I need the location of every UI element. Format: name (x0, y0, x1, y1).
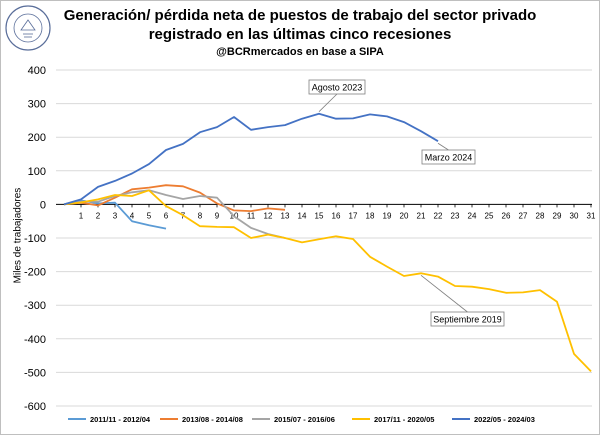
chart-source: @BCRmercados en base a SIPA (216, 46, 384, 58)
x-tick-label: 18 (366, 211, 375, 220)
annotation-label: Agosto 2023 (312, 83, 363, 93)
annotation-label: Septiembre 2019 (433, 315, 502, 325)
y-tick-label: -500 (24, 367, 46, 379)
series-line-1 (63, 199, 167, 230)
x-tick-label: 25 (485, 211, 494, 220)
annotation-leader (420, 274, 468, 313)
x-tick-label: 5 (147, 211, 152, 220)
x-tick-label: 15 (315, 211, 324, 220)
annotation-label: Marzo 2024 (425, 153, 473, 163)
x-tick-label: 4 (130, 211, 135, 220)
x-tick-label: 17 (349, 211, 358, 220)
x-tick-label: 14 (298, 211, 307, 220)
annotation-box (308, 79, 366, 95)
x-tick-label: 8 (198, 211, 203, 220)
x-tick-label: 21 (417, 211, 426, 220)
x-tick-label: 31 (587, 211, 596, 220)
y-tick-label: -200 (24, 267, 46, 279)
y-tick-label: 400 (28, 65, 46, 77)
legend-label: 2015/07 - 2016/06 (274, 415, 335, 424)
y-tick-label: -100 (24, 233, 46, 245)
x-tick-label: 11 (247, 211, 256, 220)
chart-subtitle: registrado en las últimas cinco recesion… (148, 26, 452, 43)
x-tick-label: 29 (553, 211, 562, 220)
y-tick-label: 0 (40, 199, 46, 211)
legend-label: 2022/05 - 2024/03 (474, 415, 535, 424)
y-tick-label: 100 (28, 166, 46, 178)
x-tick-label: 26 (502, 211, 511, 220)
chart-title: Generación/ pérdida neta de puestos de t… (63, 7, 537, 24)
series-line-2 (63, 184, 286, 213)
x-tick-label: 6 (164, 211, 169, 220)
x-tick-label: 16 (332, 211, 341, 220)
y-tick-label: -400 (24, 334, 46, 346)
series-line-3 (63, 189, 286, 239)
x-tick-label: 23 (451, 211, 460, 220)
x-tick-label: 3 (113, 211, 118, 220)
x-tick-label: 13 (281, 211, 290, 220)
x-tick-label: 30 (570, 211, 579, 220)
x-tick-label: 20 (400, 211, 409, 220)
y-tick-label: -300 (24, 300, 46, 312)
legend-label: 2017/11 - 2020/05 (374, 415, 434, 424)
x-tick-label: 9 (215, 211, 220, 220)
annotation-leader (437, 142, 449, 151)
x-tick-label: 1 (79, 211, 84, 220)
x-tick-label: 22 (434, 211, 443, 220)
series-line-5 (63, 112, 439, 206)
y-tick-label: 300 (28, 99, 46, 111)
annotation-leader (318, 93, 338, 112)
legend-label: 2011/11 - 2012/04 (90, 415, 151, 424)
series-line-4 (63, 189, 592, 373)
x-tick-label: 12 (264, 211, 273, 220)
bcr-logo (5, 5, 51, 51)
x-tick-label: 24 (468, 211, 477, 220)
annotation-box (421, 149, 476, 165)
legend-label: 2013/08 - 2014/08 (182, 415, 243, 424)
x-tick-label: 27 (519, 211, 528, 220)
x-tick-label: 2 (96, 211, 101, 220)
annotation-box (430, 311, 505, 327)
x-tick-label: 28 (536, 211, 545, 220)
x-tick-label: 19 (383, 211, 392, 220)
y-tick-label: -600 (24, 401, 46, 413)
y-tick-label: 200 (28, 132, 46, 144)
